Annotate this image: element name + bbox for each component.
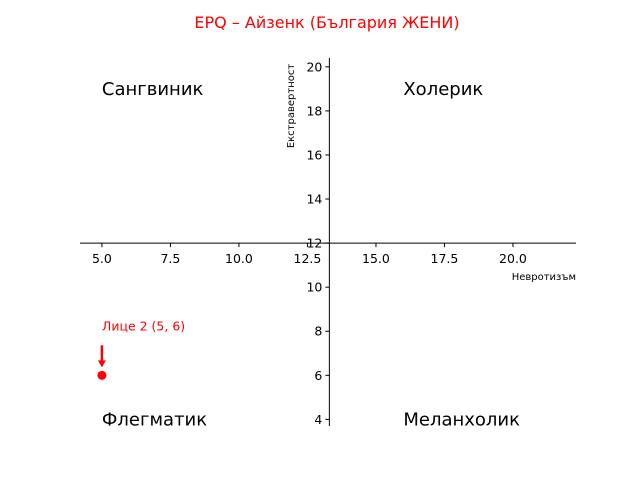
y-tick-label: 20 [306,59,322,74]
y-axis-label: Екстравертност [286,64,297,149]
y-tick-label: 10 [306,280,322,295]
y-tick-label: 16 [306,147,322,162]
quadrant-label: Флегматик [102,409,207,430]
annotation-arrow-head [97,360,106,368]
y-tick-label: 18 [306,103,322,118]
x-tick-label: 7.5 [160,251,180,266]
y-tick-label: 4 [314,412,322,427]
x-tick-label: 10.0 [225,251,253,266]
axes [80,58,576,426]
data-point [97,370,107,380]
quadrant-labels: Сангвиник Холерик Флегматик Меланхолик [102,79,520,431]
x-tick-label: 12.5 [294,251,322,266]
x-tick-label: 17.5 [431,251,459,266]
chart-title: EPQ – Айзенк (България ЖЕНИ) [194,13,459,32]
y-tick-label: 14 [306,192,322,207]
x-axis-ticks: 5.0 7.5 10.0 12.5 15.0 17.5 20.0 [92,243,527,266]
quadrant-label: Холерик [403,79,483,100]
y-tick-label: 8 [314,324,322,339]
data-points: Лице 2 (5, 6) [97,318,185,380]
y-tick-label: 6 [314,368,322,383]
x-tick-label: 20.0 [499,251,527,266]
y-axis-ticks: 4 6 8 10 12 14 16 18 20 [306,59,330,427]
quadrant-label: Сангвиник [102,79,204,100]
quadrant-label: Меланхолик [403,409,520,430]
point-annotation: Лице 2 (5, 6) [102,318,185,333]
x-axis-label: Невротизъм [512,272,576,283]
x-tick-label: 15.0 [362,251,390,266]
y-tick-label: 12 [306,236,322,251]
x-tick-label: 5.0 [92,251,112,266]
